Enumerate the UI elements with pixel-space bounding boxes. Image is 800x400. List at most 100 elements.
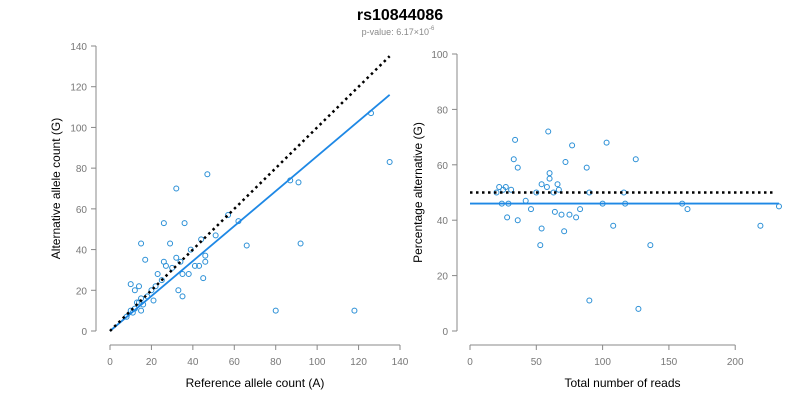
data-point bbox=[632, 156, 639, 163]
y-tick-label: 20 bbox=[76, 286, 88, 297]
y-tick-label: 0 bbox=[442, 327, 448, 338]
data-point bbox=[566, 211, 573, 218]
x-axis-label: Total number of reads bbox=[564, 376, 680, 390]
data-point bbox=[272, 307, 279, 314]
data-point bbox=[543, 183, 550, 190]
data-point bbox=[554, 181, 561, 188]
y-tick-label: 0 bbox=[81, 327, 87, 338]
x-tick-label: 40 bbox=[187, 357, 199, 368]
data-point bbox=[561, 228, 568, 235]
data-point bbox=[196, 262, 203, 269]
y-tick-label: 40 bbox=[437, 216, 449, 227]
y-tick-label: 140 bbox=[70, 42, 87, 53]
data-point bbox=[538, 225, 545, 232]
data-point bbox=[514, 164, 521, 171]
data-point bbox=[154, 271, 161, 277]
x-tick-label: 20 bbox=[146, 357, 158, 368]
data-point bbox=[775, 203, 782, 210]
y-axis-label: Alternative allele count (G) bbox=[49, 118, 63, 259]
data-point bbox=[127, 281, 134, 288]
data-point bbox=[212, 232, 219, 239]
y-tick-label: 40 bbox=[76, 246, 88, 257]
data-point bbox=[546, 175, 553, 182]
x-tick-label: 0 bbox=[107, 357, 113, 368]
data-point bbox=[169, 264, 176, 271]
figure-title: rs10844086 bbox=[357, 7, 443, 24]
data-point bbox=[551, 208, 558, 215]
data-point bbox=[202, 258, 209, 265]
data-point bbox=[508, 186, 515, 193]
y-tick-label: 60 bbox=[76, 205, 88, 216]
data-point bbox=[583, 164, 590, 171]
p-value-exponent: -6 bbox=[429, 26, 435, 32]
allele-count-scatter-panel: 0 20 40 60 80 100 120 140 0 20 40 60 80 100 120 140 Refe… bbox=[49, 42, 409, 390]
data-point bbox=[162, 262, 169, 269]
y-tick-label: 100 bbox=[70, 123, 87, 134]
data-point bbox=[177, 258, 184, 265]
data-point bbox=[179, 293, 186, 300]
p-value-text: p-value: 6.17×10 bbox=[362, 27, 429, 37]
data-point bbox=[225, 211, 232, 218]
data-point bbox=[150, 297, 157, 304]
y-tick-label: 60 bbox=[437, 161, 449, 172]
data-point bbox=[569, 142, 576, 149]
data-point bbox=[131, 287, 138, 294]
data-point bbox=[528, 206, 534, 213]
data-point bbox=[160, 220, 167, 227]
data-point bbox=[684, 206, 691, 213]
data-point bbox=[573, 214, 580, 221]
data-point bbox=[635, 305, 642, 312]
data-point bbox=[138, 240, 145, 247]
data-point bbox=[243, 242, 250, 249]
data-point bbox=[647, 242, 654, 249]
x-tick-label: 120 bbox=[350, 357, 367, 368]
percentage-alternative-panel: 0 50 100 150 200 0 20 40 60 80 100 Total number of … bbox=[411, 50, 782, 390]
y-tick-label: 20 bbox=[437, 272, 449, 283]
reference-line bbox=[109, 55, 391, 332]
x-tick-label: 60 bbox=[229, 357, 241, 368]
data-point bbox=[558, 211, 565, 218]
data-point bbox=[158, 277, 165, 284]
data-point bbox=[610, 222, 617, 229]
y-tick-label: 120 bbox=[70, 83, 87, 94]
x-tick-label: 50 bbox=[531, 357, 543, 368]
data-point bbox=[181, 220, 188, 227]
data-point bbox=[504, 214, 511, 221]
data-point bbox=[533, 189, 540, 196]
data-point bbox=[757, 222, 764, 229]
data-point bbox=[546, 170, 553, 177]
data-point bbox=[522, 197, 529, 204]
x-tick-label: 100 bbox=[309, 357, 326, 368]
data-point bbox=[537, 242, 544, 249]
y-tick-label: 100 bbox=[431, 50, 448, 61]
y-tick-label: 80 bbox=[76, 164, 88, 175]
data-point bbox=[297, 240, 304, 247]
data-point bbox=[191, 262, 198, 269]
x-tick-label: 200 bbox=[727, 357, 744, 368]
data-point bbox=[538, 181, 545, 188]
data-point bbox=[152, 283, 159, 290]
x-tick-label: 100 bbox=[594, 357, 611, 368]
data-point bbox=[167, 240, 174, 247]
data-point bbox=[386, 159, 393, 166]
data-point bbox=[514, 217, 521, 224]
data-point bbox=[555, 186, 562, 193]
data-point bbox=[173, 185, 180, 192]
x-tick-label: 80 bbox=[270, 357, 282, 368]
data-point bbox=[510, 156, 517, 163]
data-point bbox=[142, 256, 149, 263]
figure-subtitle: p-value: 6.17×10-6 bbox=[362, 26, 435, 37]
data-point bbox=[204, 171, 211, 178]
data-point bbox=[545, 128, 552, 135]
y-axis-label: Percentage alternative (G) bbox=[411, 122, 425, 263]
data-point bbox=[175, 287, 182, 294]
data-point bbox=[202, 252, 209, 259]
fit-line bbox=[109, 94, 391, 332]
data-point bbox=[185, 271, 192, 277]
x-tick-label: 140 bbox=[392, 357, 409, 368]
y-tick-label: 80 bbox=[437, 105, 449, 116]
data-point bbox=[138, 307, 145, 314]
x-tick-label: 150 bbox=[661, 357, 678, 368]
data-point bbox=[603, 139, 610, 146]
